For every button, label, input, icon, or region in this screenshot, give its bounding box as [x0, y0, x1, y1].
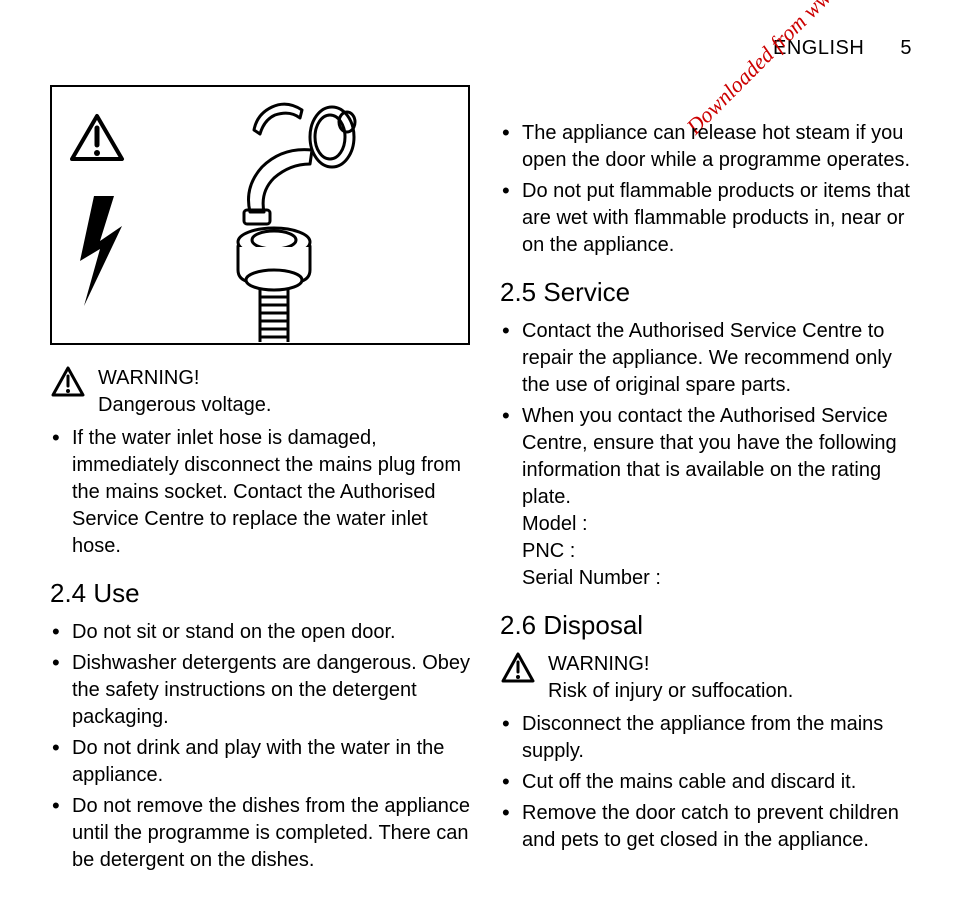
list-item: Cut off the mains cable and discard it.: [500, 769, 920, 796]
warning-body: Dangerous voltage.: [98, 392, 470, 419]
rating-model: Model :: [522, 511, 920, 538]
page-number: 5: [900, 35, 912, 62]
list-item: Disconnect the appliance from the mains …: [500, 711, 920, 765]
faucet-illustration: [182, 92, 442, 342]
left-column: WARNING! Dangerous voltage. If the water…: [50, 85, 470, 878]
top-right-list: The appliance can release hot steam if y…: [500, 120, 920, 259]
rating-pnc: PNC :: [522, 538, 920, 565]
list-item: Dishwasher detergents are dangerous. Obe…: [50, 650, 470, 731]
warning-triangle-icon: [500, 651, 536, 685]
warning-voltage-icons: [62, 101, 162, 331]
list-item: Contact the Authorised Service Centre to…: [500, 318, 920, 399]
service-list: Contact the Authorised Service Centre to…: [500, 318, 920, 592]
rating-serial: Serial Number :: [522, 565, 920, 592]
voltage-warning-block: WARNING! Dangerous voltage.: [50, 365, 470, 419]
list-item: Do not drink and play with the water in …: [50, 735, 470, 789]
disposal-warning-text: WARNING! Risk of injury or suffocation.: [548, 651, 920, 705]
hose-bullet: If the water inlet hose is damaged, imme…: [50, 425, 470, 560]
content-columns: WARNING! Dangerous voltage. If the water…: [50, 85, 920, 878]
hose-text: If the water inlet hose is damaged, imme…: [50, 425, 470, 560]
use-list: Do not sit or stand on the open door. Di…: [50, 619, 470, 874]
section-2-6-title: 2.6 Disposal: [500, 608, 920, 643]
faucet-figure: [50, 85, 470, 345]
disposal-warning-title: WARNING!: [548, 651, 920, 678]
disposal-warning-block: WARNING! Risk of injury or suffocation.: [500, 651, 920, 705]
list-item: Do not sit or stand on the open door.: [50, 619, 470, 646]
section-2-5-title: 2.5 Service: [500, 275, 920, 310]
list-item: Do not put flammable products or items t…: [500, 178, 920, 259]
page-header: ENGLISH 5: [773, 35, 912, 62]
disposal-warning-body: Risk of injury or suffocation.: [548, 678, 920, 705]
section-2-4-title: 2.4 Use: [50, 576, 470, 611]
list-item: The appliance can release hot steam if y…: [500, 120, 920, 174]
service-item-text: When you contact the Authorised Service …: [522, 405, 897, 508]
language-label: ENGLISH: [773, 37, 864, 59]
voltage-warning-text: WARNING! Dangerous voltage.: [98, 365, 470, 419]
right-column: The appliance can release hot steam if y…: [500, 85, 920, 878]
disposal-list: Disconnect the appliance from the mains …: [500, 711, 920, 854]
warning-triangle-icon: [50, 365, 86, 399]
warning-title: WARNING!: [98, 365, 470, 392]
list-item: Remove the door catch to prevent childre…: [500, 800, 920, 854]
list-item: Do not remove the dishes from the applia…: [50, 793, 470, 874]
list-item: When you contact the Authorised Service …: [500, 403, 920, 592]
